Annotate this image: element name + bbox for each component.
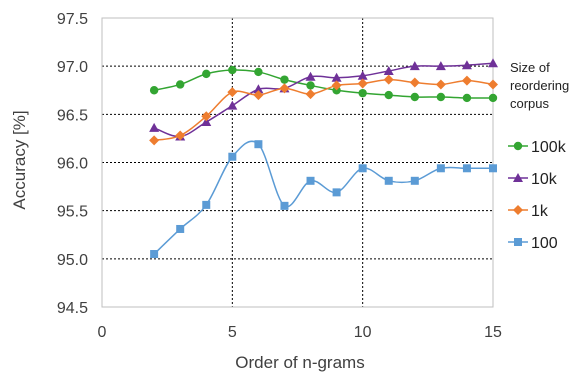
y-tick-label: 95.5	[57, 204, 88, 221]
data-point	[176, 224, 185, 233]
legend-marker	[513, 173, 523, 182]
horizontal-gridlines	[102, 65, 493, 260]
data-point	[201, 111, 212, 122]
legend-marker	[514, 238, 522, 246]
y-tick-labels: 94.5 95.0 95.5 96.0 96.5 97.0 97.5	[57, 11, 88, 317]
x-tick-label: 15	[484, 324, 502, 341]
legend: Size of reordering corpus 100k 10k 1k 100	[508, 60, 569, 252]
data-point	[436, 92, 446, 102]
data-point	[202, 69, 211, 79]
legend-item-100k: 100k	[508, 139, 567, 156]
data-point	[253, 90, 264, 101]
legend-title-line-3: corpus	[510, 96, 550, 111]
data-point	[488, 58, 498, 68]
data-point	[435, 61, 446, 71]
legend-items: 100k 10k 1k 100	[508, 139, 567, 252]
data-point	[305, 71, 316, 81]
data-point	[305, 89, 316, 100]
series-1k	[149, 74, 498, 146]
data-point	[410, 92, 419, 102]
y-tick-label: 95.0	[57, 252, 88, 269]
x-tick-labels: 0 5 10 15	[98, 324, 502, 341]
legend-label: 10k	[531, 171, 558, 188]
data-point	[280, 201, 289, 210]
data-point	[280, 75, 289, 84]
data-point	[176, 80, 185, 89]
data-point	[383, 74, 394, 85]
series-100k	[149, 65, 498, 103]
series-line	[153, 140, 493, 255]
data-point	[409, 61, 420, 71]
series-10k	[149, 58, 498, 141]
data-point	[409, 77, 420, 88]
data-point	[201, 117, 212, 127]
legend-marker	[513, 141, 523, 151]
plot-area-frame	[101, 17, 494, 308]
y-tick-label: 97.0	[57, 59, 88, 76]
data-point	[461, 60, 472, 70]
legend-item-100: 100	[508, 235, 558, 252]
data-point	[306, 81, 315, 90]
legend-item-10k: 10k	[508, 171, 558, 188]
legend-label: 1k	[531, 203, 549, 220]
data-point	[384, 90, 393, 100]
data-point	[332, 188, 341, 197]
data-point	[227, 87, 238, 98]
data-point	[228, 152, 237, 161]
y-axis-title: Accuracy [%]	[10, 110, 29, 209]
data-point	[462, 164, 471, 173]
x-tick-label: 5	[228, 324, 237, 341]
data-point	[358, 164, 367, 173]
y-tick-label: 97.5	[57, 11, 88, 28]
legend-title-line-2: reordering	[510, 78, 569, 93]
data-point	[488, 79, 498, 90]
data-point	[383, 65, 394, 75]
data-point	[149, 86, 159, 95]
series-100	[150, 140, 497, 259]
x-tick-label: 10	[354, 324, 372, 341]
series-layer	[149, 58, 498, 259]
x-axis-title: Order of n-grams	[235, 353, 364, 372]
legend-marker	[513, 205, 523, 215]
data-point	[435, 79, 446, 90]
y-tick-label: 96.0	[57, 156, 88, 173]
data-point	[331, 80, 342, 91]
y-tick-label: 96.5	[57, 107, 88, 124]
data-point	[358, 88, 367, 98]
data-point	[410, 176, 419, 185]
data-point	[149, 135, 160, 146]
data-point	[254, 140, 263, 149]
data-point	[461, 75, 472, 86]
data-point	[489, 164, 497, 173]
legend-label: 100k	[531, 139, 567, 156]
legend-item-1k: 1k	[508, 203, 549, 220]
data-point	[306, 176, 315, 185]
data-point	[253, 84, 264, 94]
x-tick-label: 0	[98, 324, 107, 341]
data-point	[462, 93, 472, 103]
data-point	[227, 100, 238, 110]
legend-label: 100	[531, 235, 558, 252]
y-tick-label: 94.5	[57, 300, 88, 317]
data-point	[331, 72, 342, 82]
legend-title-line-1: Size of	[510, 60, 550, 75]
data-point	[384, 176, 393, 185]
data-point	[279, 83, 290, 94]
data-point	[357, 70, 368, 80]
data-point	[228, 65, 237, 75]
data-point	[357, 78, 368, 89]
data-point	[488, 93, 498, 103]
data-point	[436, 164, 445, 173]
data-point	[202, 200, 211, 209]
data-point	[175, 130, 186, 141]
data-point	[149, 122, 160, 132]
data-point	[150, 250, 159, 259]
data-point	[254, 67, 263, 77]
